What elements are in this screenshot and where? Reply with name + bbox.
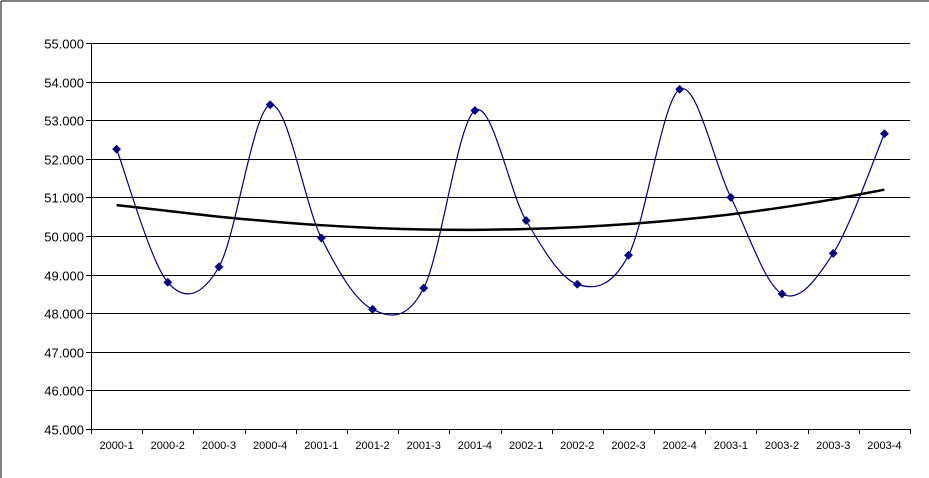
x-tick-label: 2003-1: [714, 440, 748, 452]
x-tick-label: 2001-2: [355, 440, 389, 452]
y-tick-label: 49.000: [44, 269, 84, 284]
x-tick-label: 2001-3: [407, 440, 441, 452]
x-tick-label: 2000-4: [253, 440, 287, 452]
trendline: [116, 188, 885, 232]
data-point-marker: [572, 279, 582, 289]
x-tick-label: 2002-4: [663, 440, 697, 452]
data-point-marker: [419, 283, 429, 293]
data-point-marker: [675, 84, 685, 94]
data-point-marker: [163, 277, 173, 287]
x-tick-label: 2000-3: [202, 440, 236, 452]
series-line: [116, 88, 885, 316]
y-tick-label: 52.000: [44, 153, 84, 168]
x-tick-label: 2002-2: [560, 440, 594, 452]
x-tick-label: 2002-1: [509, 440, 543, 452]
gridlines: [91, 43, 910, 430]
x-tick-label: 2000-2: [151, 440, 185, 452]
data-point-marker: [265, 100, 275, 110]
y-tick-label: 51.000: [44, 191, 84, 206]
data-point-marker: [623, 250, 634, 260]
y-tick-label: 45.000: [44, 423, 84, 438]
x-tick-label: 2002-3: [611, 440, 645, 452]
y-tick-label: 50.000: [44, 230, 84, 245]
data-point-marker: [367, 304, 378, 314]
data-point-marker: [112, 144, 122, 154]
x-tick-label: 2003-2: [765, 440, 799, 452]
data-point-marker: [777, 289, 787, 299]
y-tick-label: 53.000: [44, 114, 84, 129]
x-tick-labels: 2000-1 2000-2 2000-3 2000-4 2001-1 2001-2 2001…: [99, 440, 901, 452]
x-tick-label: 2000-1: [99, 440, 133, 452]
y-tick-labels: 45.000 46.000 47.000 48.000 49.000 50.000 51.0…: [44, 37, 84, 438]
series: [112, 84, 889, 316]
x-tick-label: 2003-4: [867, 440, 901, 452]
y-tick-label: 46.000: [44, 384, 84, 399]
y-tick-label: 54.000: [44, 76, 84, 91]
data-point-marker: [879, 129, 889, 139]
data-point-marker: [214, 262, 224, 272]
data-point-marker: [470, 105, 480, 116]
x-tick-label: 2001-1: [304, 440, 338, 452]
data-point-marker: [521, 216, 531, 226]
data-point-marker: [726, 192, 736, 202]
x-tick-label: 2001-4: [458, 440, 492, 452]
x-tick-label: 2003-3: [816, 440, 850, 452]
data-point-marker: [316, 233, 326, 243]
y-tick-label: 47.000: [44, 346, 84, 361]
y-tick-label: 55.000: [44, 37, 84, 52]
data-point-marker: [828, 248, 838, 258]
y-tick-label: 48.000: [44, 307, 84, 322]
